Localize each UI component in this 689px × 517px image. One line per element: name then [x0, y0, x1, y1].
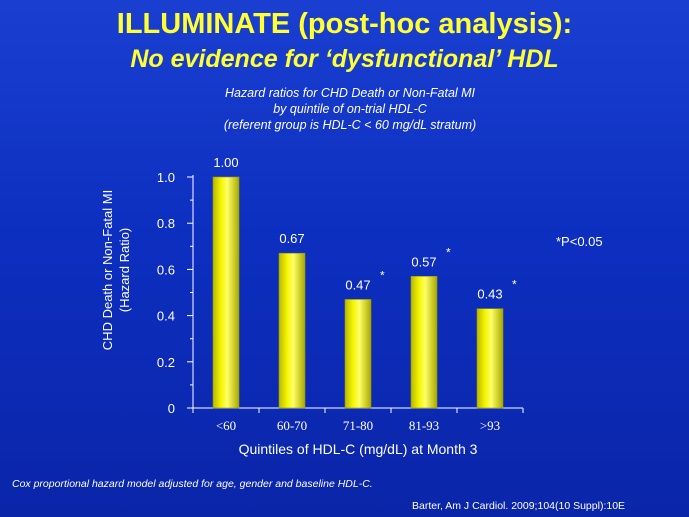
caption-line-2: by quintile of on-trial HDL-C [273, 102, 427, 116]
y-tick-label: 1.0 [157, 170, 175, 185]
data-label: 0.57 [411, 254, 436, 269]
chart-bars [212, 176, 504, 409]
significance-marker: * [512, 278, 517, 292]
x-tick-label: 60-70 [277, 418, 307, 433]
significance-marker: * [446, 245, 451, 259]
citation: Barter, Am J Cardiol. 2009;104(10 Suppl)… [412, 500, 626, 512]
y-axis-title-line: (Hazard Ratio) [117, 228, 132, 313]
x-tick-label: 71-80 [343, 418, 373, 433]
caption-line-3: (referent group is HDL-C < 60 mg/dL stra… [223, 118, 477, 132]
significance-marker: * [380, 268, 385, 282]
bar-81-93 [410, 276, 438, 409]
data-label: 0.67 [279, 231, 304, 246]
bar->93 [476, 308, 504, 409]
bar-60-70 [278, 252, 306, 409]
y-tick-label: 0.4 [157, 309, 175, 324]
x-axis-title: Quintiles of HDL-C (mg/dL) at Month 3 [239, 441, 478, 457]
page-title: ILLUMINATE (post-hoc analysis): [116, 8, 573, 40]
chart-caption: Hazard ratios for CHD Death or Non-Fatal… [120, 85, 580, 133]
chart-axes: 0 0.2 0.4 0.6 0.8 1.0 CHD Death or Non-Fatal M… [100, 170, 524, 416]
caption-line-1: Hazard ratios for CHD Death or Non-Fatal… [224, 86, 476, 100]
x-tick-label: <60 [216, 418, 236, 433]
y-tick-label: 0 [168, 401, 175, 416]
chart-labels: <60 1.00 60-70 0.67 71-80 0.47 * 81-93 0.57 * >93 0… [213, 155, 517, 457]
y-tick-label: 0.2 [157, 355, 175, 370]
y-axis-title-line: CHD Death or Non-Fatal MI [100, 190, 115, 350]
data-label: 1.00 [213, 155, 238, 170]
significance-note: *P<0.05 [556, 234, 603, 249]
y-tick-label: 0.6 [157, 262, 175, 277]
y-tick-label: 0.8 [157, 216, 175, 231]
x-tick-label: 81-93 [409, 418, 439, 433]
page-subtitle: No evidence for ‘dysfunctional’ HDL [130, 45, 559, 73]
bar-<60 [212, 176, 240, 409]
data-label: 0.47 [345, 277, 370, 292]
bar-71-80 [344, 299, 372, 409]
model-footnote: Cox proportional hazard model adjusted f… [12, 478, 373, 490]
data-label: 0.43 [477, 287, 502, 302]
x-tick-label: >93 [480, 418, 500, 433]
